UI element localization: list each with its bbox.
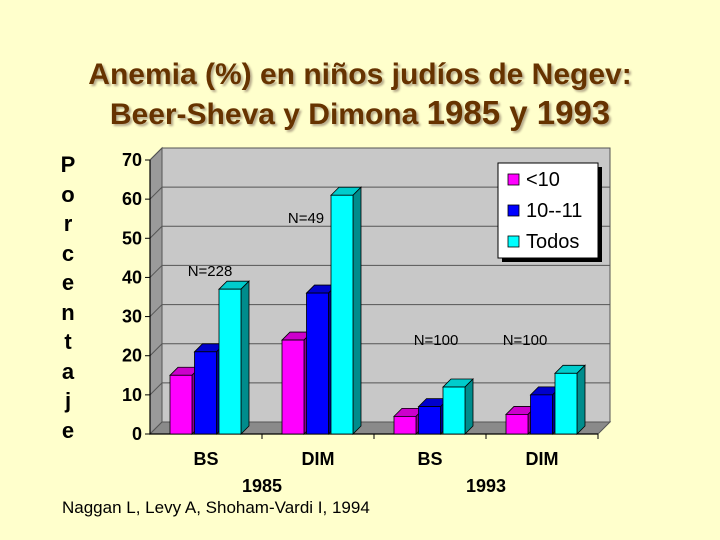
sample-size-annotation: N=228 [188, 263, 233, 280]
legend-swatch [507, 235, 520, 248]
title-text: Beer-Sheva y Dimona [109, 98, 427, 131]
legend-label: <10 [526, 169, 560, 191]
y-tick-label: 30 [122, 307, 142, 327]
title-years: 1985 y 1993 [426, 94, 611, 131]
gridline-side [149, 382, 163, 396]
y-axis-label-letter: c [61, 240, 75, 266]
legend-label: 10--11 [526, 200, 582, 222]
bar [281, 339, 305, 435]
bar [306, 292, 329, 435]
sample-size-annotation: N=100 [503, 332, 548, 349]
gridline-side [149, 186, 163, 200]
bar [393, 415, 417, 435]
y-axis-label-letter: e [61, 417, 75, 443]
x-category-label: BS [417, 449, 442, 469]
x-category-label: BS [193, 449, 218, 469]
bar-side [464, 378, 474, 435]
y-tick-label: 0 [132, 424, 142, 444]
y-axis-label-letter: r [63, 211, 73, 236]
y-axis-label-letter: n [61, 299, 75, 325]
y-axis-label-letter: e [61, 270, 75, 295]
legend-swatch [507, 204, 520, 217]
bar [442, 386, 466, 435]
sample-size-annotation: N=100 [414, 332, 459, 349]
bar-side [240, 280, 250, 435]
bar [218, 288, 242, 435]
gridline-side [149, 265, 163, 278]
y-tick-label: 60 [122, 189, 142, 209]
y-tick-label: 50 [122, 228, 142, 248]
y-axis-label-letter: P [60, 152, 76, 177]
bar [505, 414, 529, 435]
plot-side-wall [149, 146, 163, 436]
gridline-side [149, 225, 163, 239]
y-axis-label-letter: j [64, 388, 72, 413]
y-tick-label: 40 [122, 267, 142, 287]
slide-title-line-2: Beer-Sheva y Dimona 1985 y 1993 [0, 94, 720, 132]
gridline-side [149, 147, 163, 161]
bar [169, 374, 193, 435]
x-group-label: 1985 [242, 476, 282, 496]
bar [330, 194, 354, 435]
bar [554, 372, 578, 435]
y-tick-label: 70 [122, 150, 142, 170]
bar-side [576, 364, 586, 435]
y-tick-label: 20 [122, 346, 142, 366]
y-axis-label-letter: a [61, 358, 75, 384]
x-category-label: DIM [526, 449, 559, 469]
bar [418, 406, 441, 435]
y-axis-label-letter: t [64, 329, 72, 354]
bar-side [352, 186, 362, 435]
y-tick-label: 10 [122, 385, 142, 405]
source-citation: Naggan L, Levy A, Shoham-Vardi I, 1994 [62, 498, 370, 517]
y-axis-label-letter: o [61, 181, 75, 207]
bar [530, 394, 553, 435]
gridline-side [149, 304, 163, 317]
slide-title-line-1: Anemia (%) en niños judíos de Negev: [88, 58, 632, 91]
legend-label: Todos [526, 231, 579, 253]
bar [194, 351, 217, 435]
sample-size-annotation: N=49 [288, 210, 324, 227]
legend-swatch [507, 173, 520, 186]
x-group-label: 1993 [466, 476, 506, 496]
gridline-side [149, 343, 163, 357]
x-category-label: DIM [302, 449, 335, 469]
